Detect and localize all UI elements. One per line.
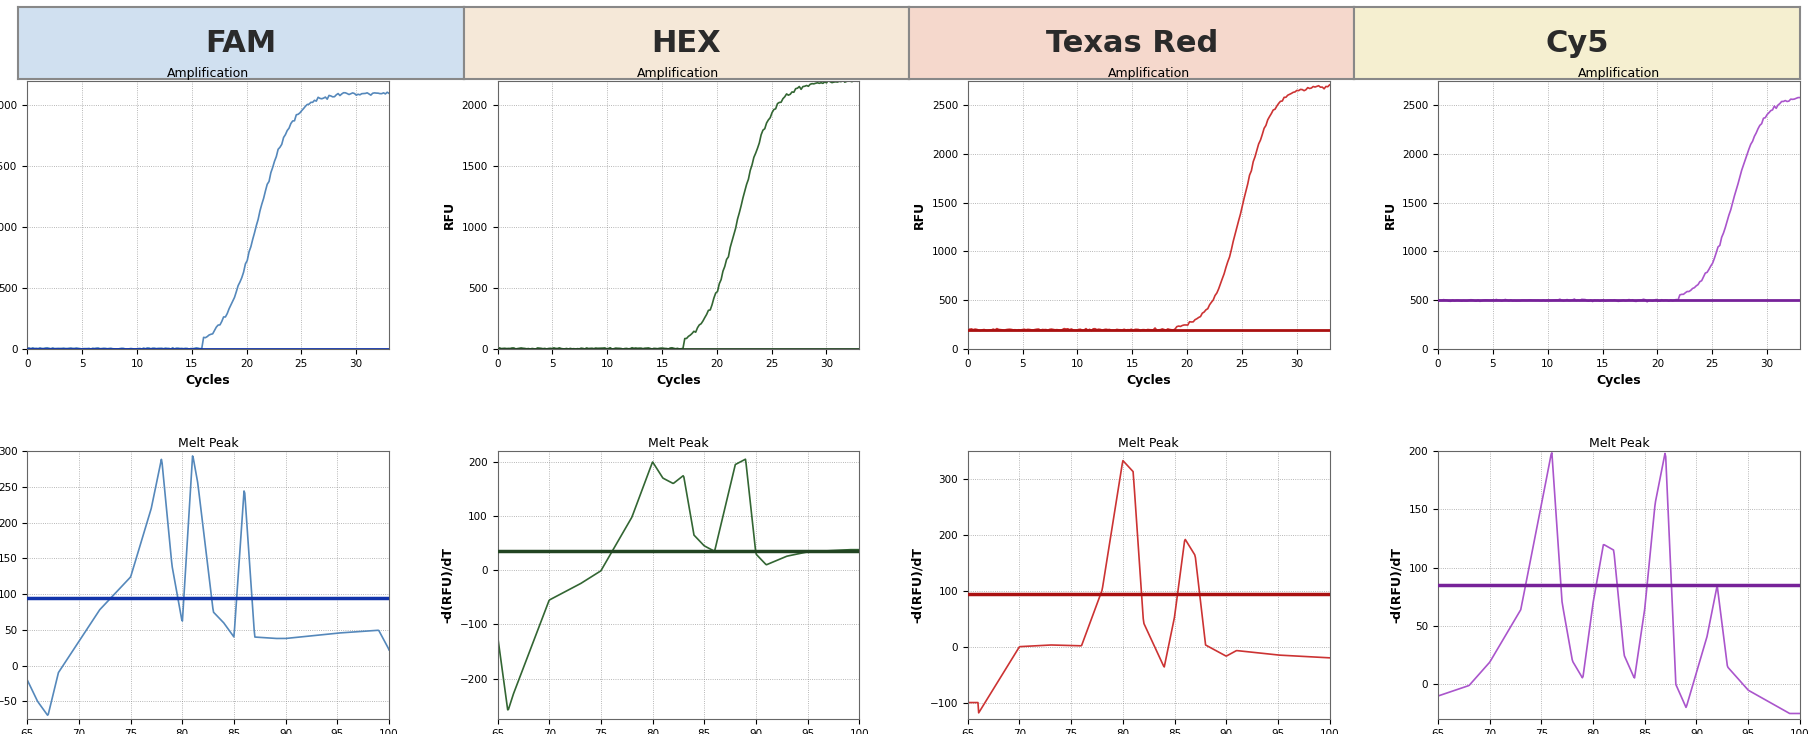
X-axis label: Cycles: Cycles xyxy=(185,374,231,388)
Title: Melt Peak: Melt Peak xyxy=(1589,437,1649,450)
Y-axis label: -d(RFU)/dT: -d(RFU)/dT xyxy=(1391,547,1403,623)
Title: Melt Peak: Melt Peak xyxy=(178,437,238,450)
Title: Amplification: Amplification xyxy=(167,67,249,79)
Y-axis label: -d(RFU)/dT: -d(RFU)/dT xyxy=(442,547,454,623)
Title: Amplification: Amplification xyxy=(638,67,720,79)
Title: Amplification: Amplification xyxy=(1107,67,1189,79)
Y-axis label: RFU: RFU xyxy=(913,201,927,229)
X-axis label: Cycles: Cycles xyxy=(1596,374,1642,388)
X-axis label: Cycles: Cycles xyxy=(1127,374,1171,388)
Y-axis label: -d(RFU)/dT: -d(RFU)/dT xyxy=(911,547,924,623)
Text: HEX: HEX xyxy=(651,29,722,58)
Title: Amplification: Amplification xyxy=(1578,67,1660,79)
X-axis label: Cycles: Cycles xyxy=(656,374,700,388)
Y-axis label: RFU: RFU xyxy=(444,201,456,229)
Title: Melt Peak: Melt Peak xyxy=(647,437,709,450)
Title: Melt Peak: Melt Peak xyxy=(1118,437,1180,450)
Text: Cy5: Cy5 xyxy=(1545,29,1609,58)
Y-axis label: RFU: RFU xyxy=(1383,201,1396,229)
Text: Texas Red: Texas Red xyxy=(1045,29,1218,58)
Text: FAM: FAM xyxy=(205,29,276,58)
